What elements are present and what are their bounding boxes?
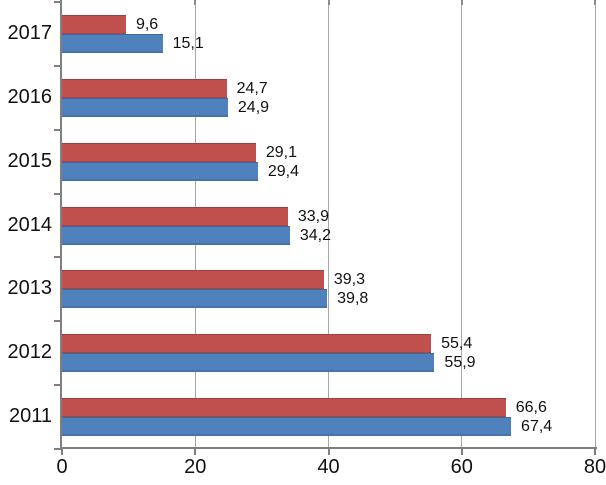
gridline-top-tick	[594, 0, 596, 5]
y-axis-tick	[54, 64, 61, 67]
y-axis-tick	[54, 384, 61, 387]
red-series-bar	[62, 270, 324, 290]
blue-series-bar	[62, 289, 328, 309]
x-tick-label: 20	[184, 456, 207, 478]
x-axis-tick	[194, 449, 197, 455]
blue-series-bar	[62, 33, 163, 53]
red-series-value-label: 29,1	[265, 143, 298, 161]
blue-series-value-label: 67,4	[521, 418, 553, 436]
major-gridline	[594, 0, 596, 448]
red-series-value-label: 33,9	[297, 207, 329, 225]
y-axis-tick	[54, 256, 61, 259]
blue-series-value-label: 29,4	[267, 162, 300, 180]
blue-series-value-label: 24,9	[237, 98, 270, 116]
blue-series-value-label: 55,9	[444, 354, 476, 372]
category-label: 2017	[7, 22, 53, 44]
red-series-bar	[62, 206, 288, 226]
red-series-bar	[62, 142, 256, 162]
y-axis-line	[60, 0, 62, 449]
blue-series-value-label: 15,1	[172, 34, 204, 52]
y-axis-tick	[54, 448, 61, 450]
blue-series-bar	[62, 225, 290, 245]
major-gridline	[461, 0, 463, 448]
red-series-bar	[62, 14, 126, 34]
red-series-value-label: 39,3	[333, 271, 365, 289]
category-label: 2016	[7, 85, 53, 108]
category-label: 2012	[7, 341, 53, 364]
y-axis-tick	[54, 128, 61, 131]
blue-series-bar	[62, 353, 435, 373]
x-axis-tick	[460, 449, 463, 455]
x-axis-line	[60, 447, 597, 449]
x-axis-tick	[327, 449, 330, 455]
category-label: 2015	[7, 149, 53, 172]
red-series-value-label: 55,4	[441, 335, 473, 353]
blue-series-bar	[62, 417, 512, 437]
y-axis-tick	[54, 320, 61, 323]
y-axis-tick	[54, 1, 61, 3]
red-series-value-label: 24,7	[236, 79, 268, 97]
major-gridline	[328, 0, 329, 448]
red-series-bar	[62, 398, 506, 418]
x-tick-label: 40	[317, 456, 340, 478]
y-axis-tick	[54, 192, 61, 195]
red-series-bar	[62, 334, 432, 354]
x-axis-tick	[61, 449, 63, 455]
x-tick-label: 60	[450, 456, 473, 478]
x-axis-tick	[594, 449, 596, 455]
category-label: 2013	[7, 277, 53, 300]
gridline-top-tick	[327, 0, 330, 5]
blue-series-value-label: 39,8	[337, 290, 369, 308]
blue-series-bar	[62, 161, 258, 181]
gridline-top-tick	[460, 0, 463, 5]
red-series-value-label: 9,6	[135, 15, 159, 33]
category-label: 2011	[8, 405, 52, 428]
x-tick-label: 0	[56, 456, 68, 478]
x-tick-label: 80	[583, 456, 606, 478]
red-series-value-label: 66,6	[515, 399, 547, 417]
red-series-bar	[62, 78, 227, 98]
blue-series-value-label: 34,2	[299, 226, 331, 244]
category-label: 2014	[7, 213, 53, 236]
blue-series-bar	[62, 97, 228, 117]
gridline-top-tick	[194, 0, 197, 5]
